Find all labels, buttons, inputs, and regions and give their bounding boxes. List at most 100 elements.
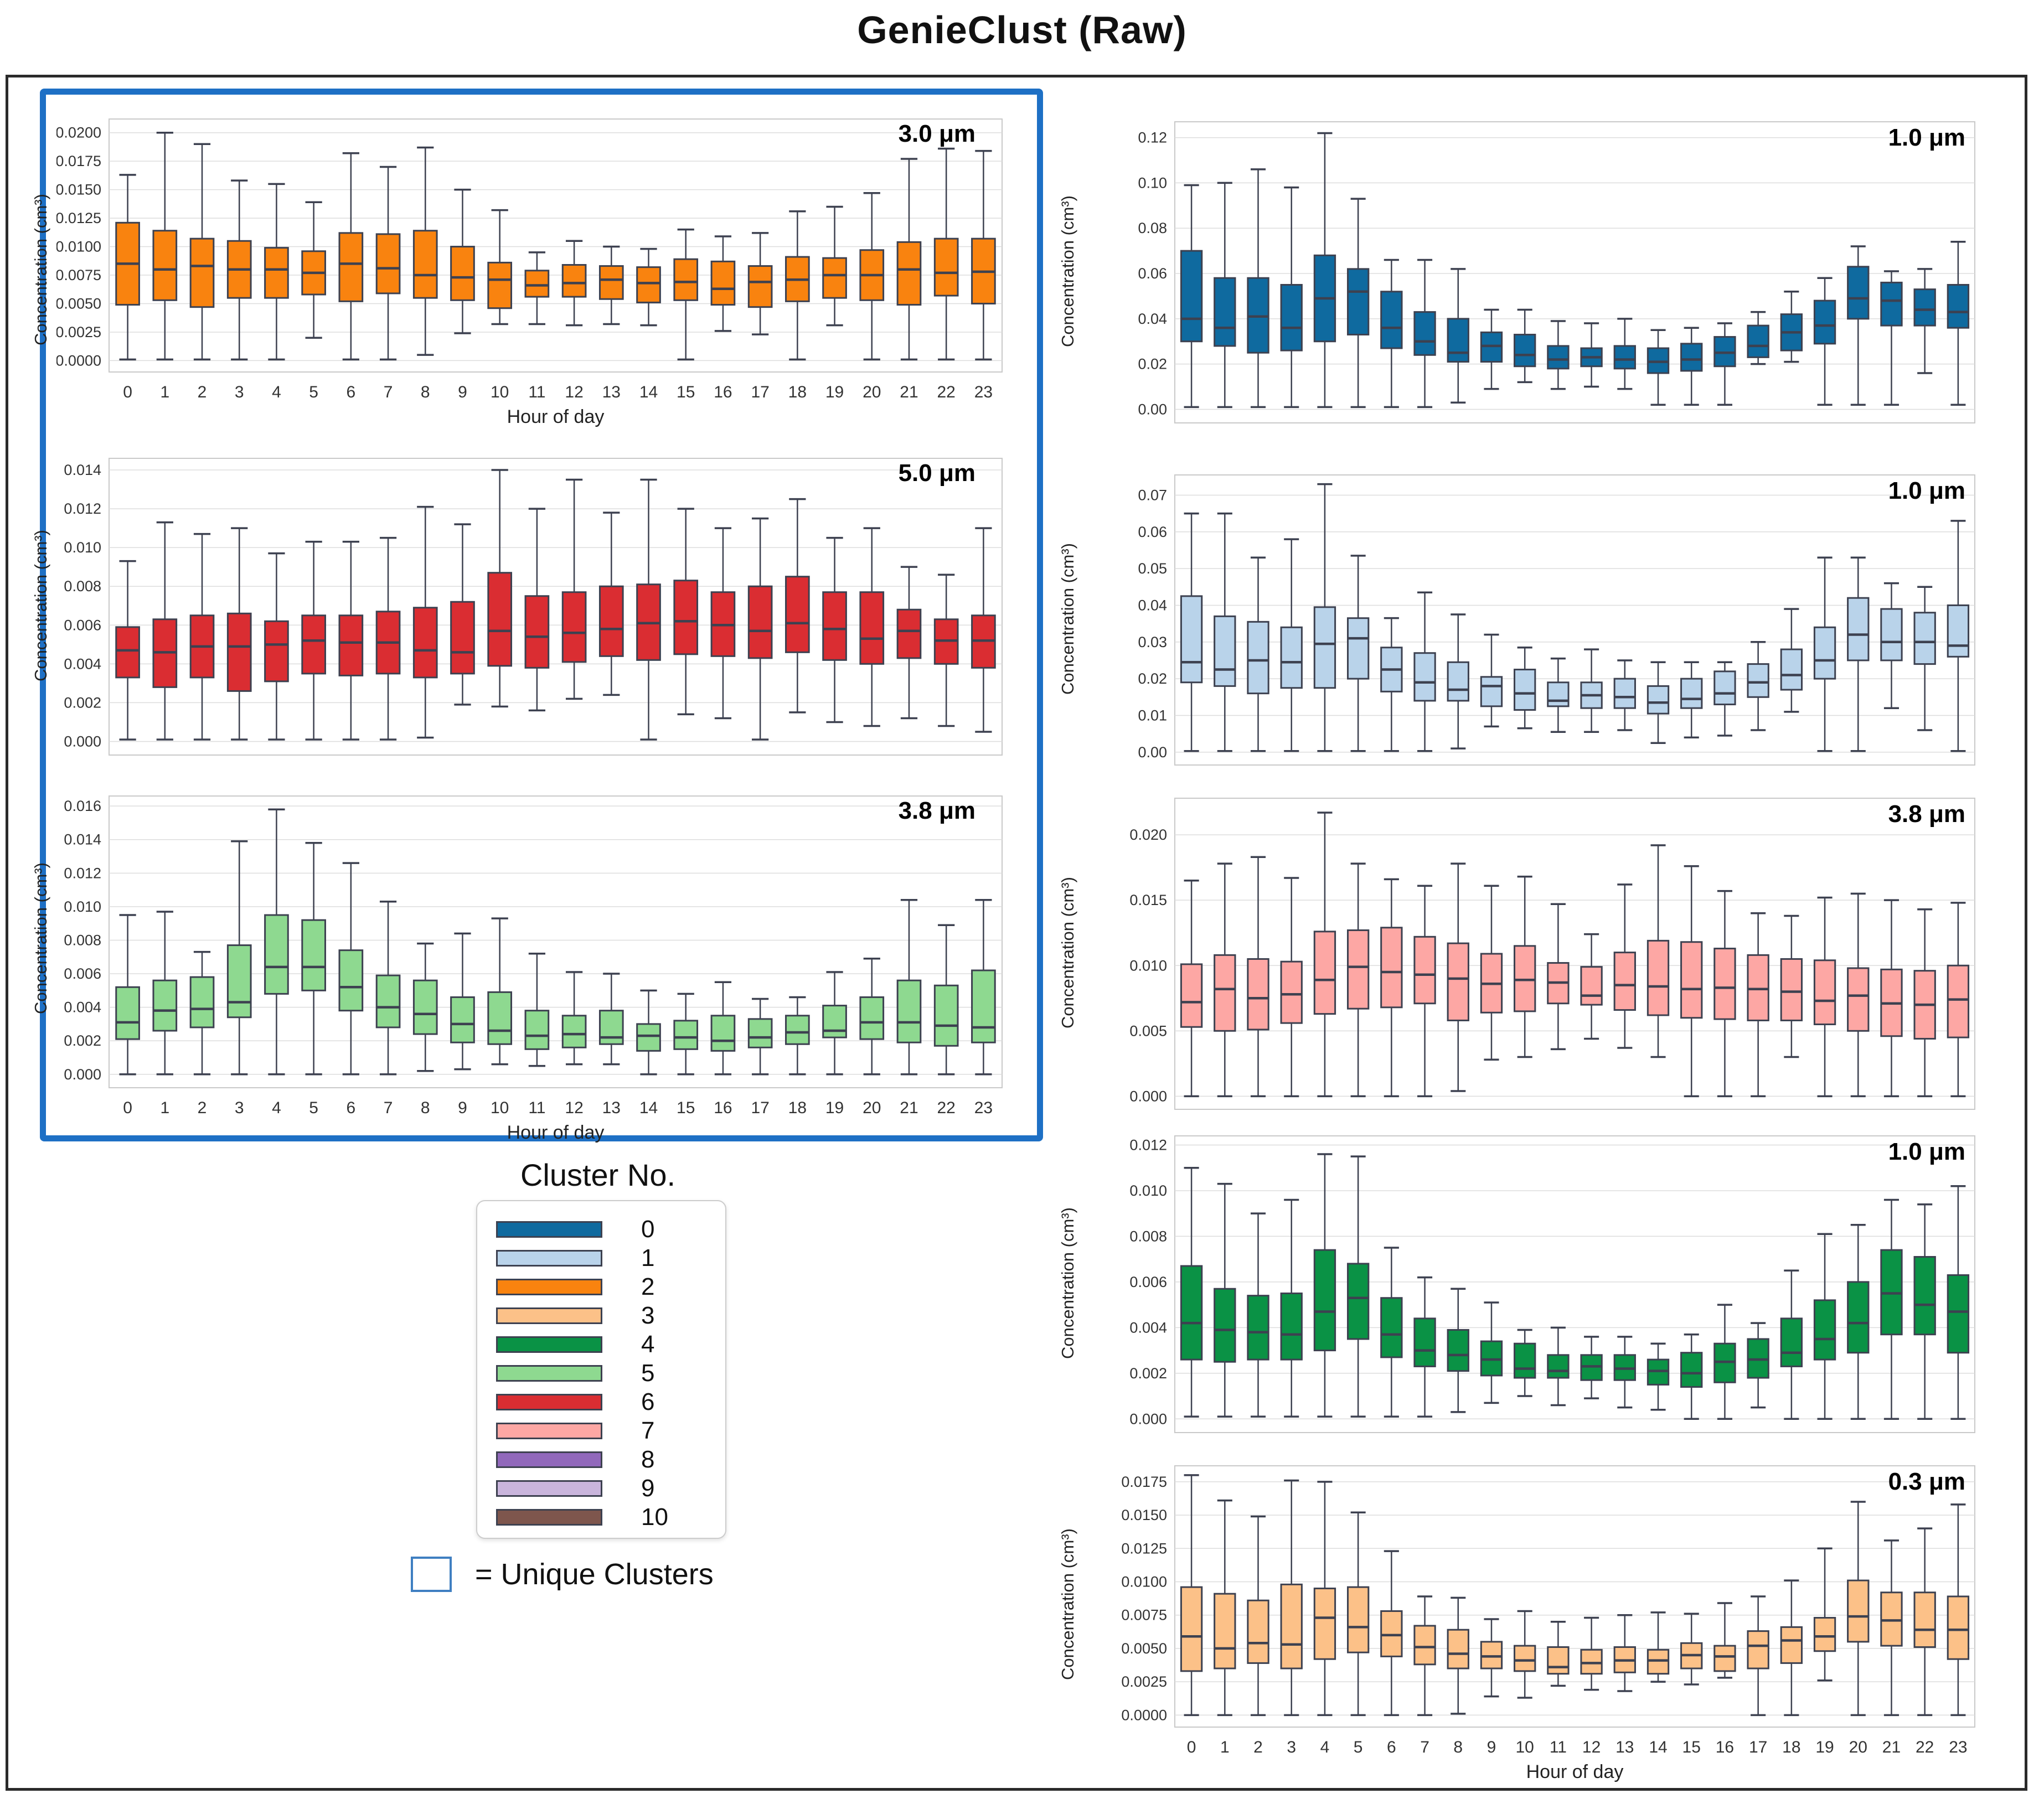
svg-text:11: 11 [528, 1099, 545, 1117]
legend-color-swatch [496, 1250, 602, 1267]
unique-clusters-swatch [411, 1557, 452, 1592]
boxplot-chart: 0.0000 0.0025 0.0050 0.0075 0.0100 0.0125 0.01… [56, 118, 1003, 427]
svg-text:5: 5 [1354, 1738, 1363, 1756]
svg-text:18: 18 [788, 1099, 807, 1117]
svg-text:7: 7 [1420, 1738, 1429, 1756]
svg-text:0.020: 0.020 [1129, 826, 1167, 843]
legend-item-label: 2 [641, 1273, 655, 1300]
svg-text:10: 10 [491, 1099, 509, 1117]
svg-text:0.06: 0.06 [1138, 265, 1167, 282]
boxplot-panel-1-0um-cluster4: Concentration (cm³) 0.000 0.002 0.004 0.006… [1058, 1125, 2004, 1441]
svg-text:0.12: 0.12 [1138, 130, 1167, 146]
legend-item: 5 [496, 1360, 725, 1387]
svg-text:11: 11 [1550, 1738, 1567, 1756]
panel-size-label: 1.0 μm [1888, 477, 1965, 504]
svg-text:2: 2 [198, 1099, 207, 1117]
y-axis-label: Concentration (cm³) [1058, 195, 1077, 347]
legend-item: 10 [496, 1503, 725, 1531]
boxplot-chart: 0.000 0.002 0.004 0.006 0.008 0.010 0.012 0.014 [64, 458, 1003, 756]
legend-color-swatch [496, 1394, 602, 1410]
svg-text:15: 15 [677, 1099, 695, 1117]
svg-text:19: 19 [1815, 1738, 1834, 1756]
svg-text:6: 6 [347, 1099, 356, 1117]
svg-text:14: 14 [1649, 1738, 1667, 1756]
svg-text:0.00: 0.00 [1138, 401, 1167, 417]
legend-item: 9 [496, 1475, 725, 1502]
svg-text:18: 18 [788, 383, 807, 401]
svg-text:0.03: 0.03 [1138, 634, 1167, 650]
svg-text:13: 13 [1615, 1738, 1634, 1756]
panel-size-label: 0.3 μm [1888, 1468, 1965, 1495]
legend-item-label: 10 [641, 1503, 668, 1531]
svg-text:0.014: 0.014 [64, 831, 101, 848]
svg-text:0.0175: 0.0175 [1121, 1474, 1167, 1490]
boxplot-chart: 0.0000 0.0025 0.0050 0.0075 0.0100 0.0125 0.01… [1121, 1465, 1975, 1782]
svg-text:19: 19 [825, 1099, 844, 1117]
svg-text:0.000: 0.000 [1129, 1410, 1167, 1427]
svg-text:0.0050: 0.0050 [1121, 1640, 1167, 1657]
panel-size-label: 1.0 μm [1888, 1138, 1965, 1165]
svg-text:0.05: 0.05 [1138, 560, 1167, 577]
panel-size-label: 3.0 μm [898, 120, 975, 147]
svg-text:Hour of day: Hour of day [507, 1122, 605, 1143]
svg-text:12: 12 [565, 383, 583, 401]
panel-size-label: 3.8 μm [898, 797, 975, 824]
legend-item: 7 [496, 1417, 725, 1445]
svg-text:7: 7 [384, 1099, 393, 1117]
svg-text:14: 14 [639, 1099, 658, 1117]
svg-text:0.004: 0.004 [64, 655, 101, 672]
legend-color-swatch [496, 1509, 602, 1526]
svg-text:10: 10 [491, 383, 509, 401]
boxplot-panel-3-8um-right: Concentration (cm³) 0.000 0.005 0.010 0.015… [1058, 787, 2004, 1118]
legend-item-label: 7 [641, 1417, 655, 1444]
svg-text:0.000: 0.000 [64, 1066, 101, 1083]
svg-text:16: 16 [714, 1099, 732, 1117]
legend-color-swatch [496, 1423, 602, 1439]
boxplot-chart: 0.00 0.02 0.04 0.06 0.08 0.10 0.12 [1138, 121, 1975, 423]
boxplot-panel-1-0um-cluster1: Concentration (cm³) 0.00 0.01 0.02 0.03 0.04… [1058, 464, 2004, 774]
y-axis-label: Concentration (cm³) [31, 530, 50, 681]
legend-color-swatch [496, 1221, 602, 1238]
unique-clusters-label: = Unique Clusters [475, 1558, 714, 1591]
legend-color-swatch [496, 1279, 602, 1295]
legend-item-label: 6 [641, 1388, 655, 1415]
svg-text:20: 20 [863, 383, 881, 401]
svg-text:0.0200: 0.0200 [56, 125, 101, 141]
svg-text:0.010: 0.010 [1129, 957, 1167, 974]
legend-item: 2 [496, 1273, 725, 1301]
y-axis-label: Concentration (cm³) [1058, 877, 1077, 1028]
svg-text:6: 6 [1387, 1738, 1396, 1756]
svg-text:0.010: 0.010 [64, 898, 101, 915]
svg-text:0.005: 0.005 [1129, 1022, 1167, 1039]
legend-color-swatch [496, 1451, 602, 1468]
svg-text:0.004: 0.004 [64, 999, 101, 1016]
svg-text:0.08: 0.08 [1138, 220, 1167, 236]
svg-text:6: 6 [347, 383, 356, 401]
svg-text:15: 15 [1682, 1738, 1701, 1756]
svg-text:13: 13 [602, 1099, 621, 1117]
svg-text:23: 23 [974, 1099, 993, 1117]
boxplot-chart: 0.000 0.002 0.004 0.006 0.008 0.010 0.012 0.014… [64, 795, 1003, 1143]
svg-text:0.012: 0.012 [64, 500, 101, 517]
page-title: GenieClust (Raw) [857, 8, 1187, 51]
svg-text:7: 7 [384, 383, 393, 401]
svg-text:3: 3 [1287, 1738, 1296, 1756]
svg-text:Hour of day: Hour of day [1526, 1761, 1624, 1782]
svg-text:0.0050: 0.0050 [56, 295, 101, 312]
svg-text:0.010: 0.010 [1129, 1182, 1167, 1199]
svg-text:8: 8 [421, 383, 430, 401]
svg-text:0.006: 0.006 [64, 965, 101, 982]
svg-text:0: 0 [123, 1099, 132, 1117]
svg-text:22: 22 [1916, 1738, 1934, 1756]
svg-text:0.000: 0.000 [64, 733, 101, 750]
svg-text:0.000: 0.000 [1129, 1088, 1167, 1104]
svg-text:0.006: 0.006 [1129, 1274, 1167, 1290]
svg-text:0.008: 0.008 [1129, 1228, 1167, 1244]
svg-text:2: 2 [1253, 1738, 1263, 1756]
svg-text:0.01: 0.01 [1138, 707, 1167, 723]
svg-text:17: 17 [751, 1099, 769, 1117]
svg-text:0: 0 [123, 383, 132, 401]
legend-color-swatch [496, 1307, 602, 1324]
svg-text:23: 23 [1949, 1738, 1967, 1756]
